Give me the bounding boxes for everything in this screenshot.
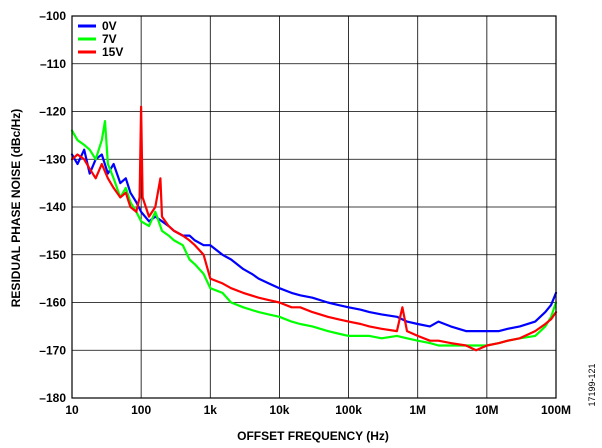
x-tick-label: 1M — [409, 403, 426, 417]
x-tick-label: 10M — [475, 403, 498, 417]
x-tick-label: 100k — [335, 403, 362, 417]
figure-id: 17199-121 — [587, 363, 597, 406]
y-tick-label: –120 — [39, 105, 66, 119]
x-tick-label: 10k — [269, 403, 289, 417]
y-tick-label: –150 — [39, 248, 66, 262]
series-layer — [70, 105, 558, 352]
y-tick-label: –160 — [39, 296, 66, 310]
y-tick-label: –130 — [39, 152, 66, 166]
x-tick-labels: 10 100 1k 10k 100k 1M 10M 100M — [65, 403, 571, 417]
y-tick-label: –110 — [40, 57, 66, 71]
series-line-15v — [70, 105, 558, 352]
legend-label-15v: 15V — [102, 45, 123, 59]
x-tick-label: 100M — [541, 403, 571, 417]
x-tick-label: 10 — [65, 403, 79, 417]
legend-label-7v: 7V — [102, 32, 117, 46]
y-tick-label: –100 — [39, 9, 66, 23]
series-line-0v — [70, 148, 558, 333]
y-tick-label: –180 — [39, 391, 66, 405]
x-tick-label: 100 — [131, 403, 151, 417]
y-axis-title: RESIDUAL PHASE NOISE (dBc/Hz) — [9, 109, 23, 307]
plot-frame — [71, 15, 557, 399]
y-tick-label: –170 — [39, 343, 66, 357]
grid — [71, 15, 557, 399]
legend-label-0v: 0V — [102, 19, 117, 33]
y-tick-labels: –100 –110 –120 –130 –140 –150 –160 –170 –180 — [39, 9, 66, 405]
x-tick-label: 1k — [204, 403, 218, 417]
x-axis-title: OFFSET FREQUENCY (Hz) — [237, 429, 389, 443]
y-tick-label: –140 — [39, 200, 66, 214]
